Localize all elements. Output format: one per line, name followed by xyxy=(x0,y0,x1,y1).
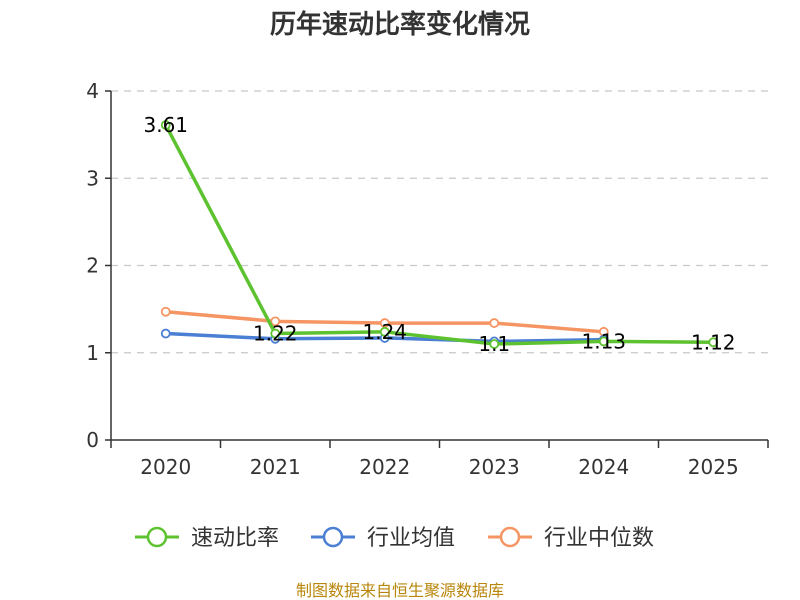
data-point xyxy=(270,328,281,339)
data-labels: 3.61 1.22 1.24 1.1 1.13 1.12 xyxy=(143,113,735,356)
data-label: 1.13 xyxy=(581,329,626,353)
data-point xyxy=(489,339,500,349)
data-label: 1.24 xyxy=(362,320,407,344)
source-note: 制图数据来自恒生聚源数据库 xyxy=(296,581,504,600)
legend-label: 行业中位数 xyxy=(544,526,654,551)
legend-swatch-marker xyxy=(322,526,344,548)
data-label: 1.12 xyxy=(691,330,736,354)
y-tick-label: 1 xyxy=(86,341,99,365)
data-label: 1.22 xyxy=(253,322,298,346)
legend-swatch-marker xyxy=(146,526,168,548)
data-point xyxy=(160,306,171,317)
x-tick-label: 2023 xyxy=(469,455,520,479)
data-point xyxy=(598,336,609,347)
data-label: 1.1 xyxy=(478,332,510,356)
axes: 0 1 2 3 4 2020 2021 2022 2023 2024 2025 xyxy=(86,79,769,479)
legend: 速动比率 行业均值 行业中位数 xyxy=(135,526,654,551)
data-point xyxy=(489,318,500,328)
legend-label: 速动比率 xyxy=(191,526,279,551)
x-tick-label: 2025 xyxy=(688,455,739,479)
y-tick-label: 3 xyxy=(86,166,99,190)
legend-label: 行业均值 xyxy=(367,526,455,551)
legend-swatch-marker xyxy=(499,526,521,548)
chart-title: 历年速动比率变化情况 xyxy=(270,9,530,40)
data-point xyxy=(160,120,171,130)
y-tick-label: 0 xyxy=(86,428,99,452)
y-tick-label: 4 xyxy=(86,79,99,103)
data-label: 3.61 xyxy=(143,113,188,137)
data-point xyxy=(160,328,171,339)
data-point xyxy=(708,337,719,348)
x-tick-label: 2020 xyxy=(140,455,191,479)
series-line xyxy=(164,124,714,346)
series-group xyxy=(160,120,719,349)
data-point xyxy=(270,316,281,327)
x-tick-label: 2022 xyxy=(359,455,410,479)
x-tick-label: 2021 xyxy=(250,455,301,479)
data-point xyxy=(379,326,390,337)
x-tick-label: 2024 xyxy=(578,455,629,479)
grid-lines xyxy=(111,90,768,354)
y-tick-label: 2 xyxy=(86,254,99,278)
